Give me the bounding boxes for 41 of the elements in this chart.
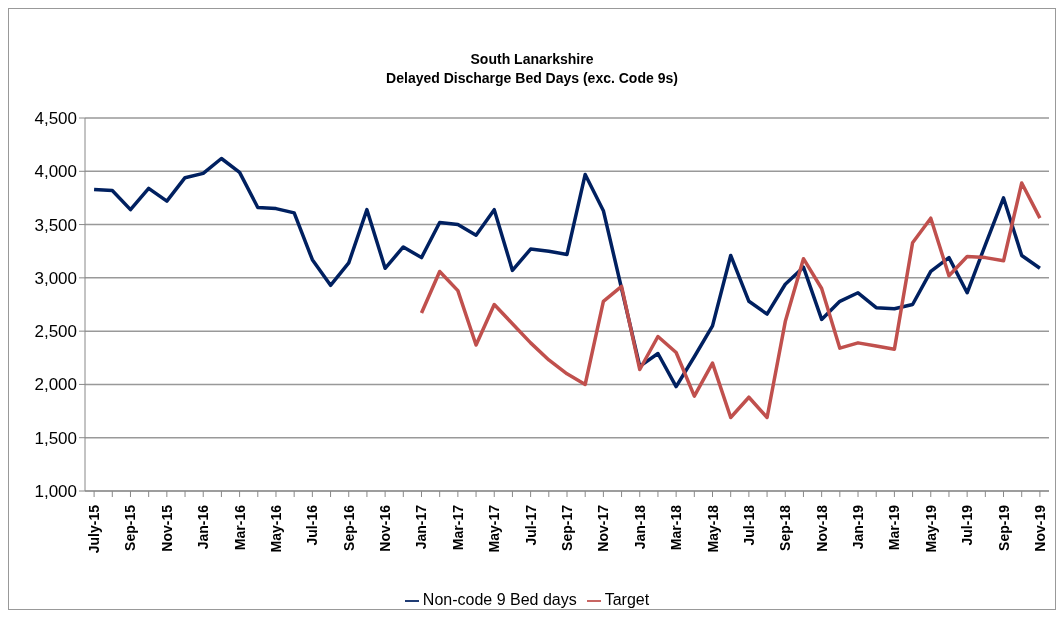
x-tick-label: Jan-19	[850, 504, 867, 550]
x-tick-label: Jul-19	[959, 504, 976, 546]
x-tick-label: Nov-19	[1031, 504, 1048, 552]
legend-label: Target	[604, 591, 650, 608]
y-tick-label: 3,000	[34, 268, 77, 288]
line-series	[92, 156, 1042, 389]
x-tick-label: Mar-16	[231, 504, 248, 551]
x-tick-label: July-15	[86, 504, 103, 554]
x-tick-label: Nov-16	[377, 504, 394, 552]
x-tick-label: Mar-18	[668, 504, 685, 551]
y-tick-label: 3,500	[34, 215, 77, 235]
chart-subtitle: Delayed Discharge Bed Days (exc. Code 9s)	[385, 69, 679, 88]
chart-title: South Lanarkshire	[469, 50, 595, 69]
x-tick-label: Jan-16	[195, 504, 212, 550]
line-series	[419, 181, 1042, 420]
x-tick-label: Jan-18	[631, 504, 648, 550]
y-tick-label: 1,000	[34, 482, 77, 502]
x-tick-label: Nov-15	[158, 504, 175, 552]
x-tick-label: Sep-19	[995, 504, 1012, 551]
y-tick-label: 2,000	[34, 375, 77, 395]
x-tick-label: May-17	[486, 504, 503, 553]
x-tick-label: Jul-18	[740, 504, 757, 546]
x-tick-label: Jul-16	[304, 504, 321, 546]
x-tick-label: May-19	[922, 504, 939, 553]
x-tick-label: May-16	[267, 504, 284, 553]
y-tick-label: 2,500	[34, 322, 77, 342]
x-tick-label: Nov-18	[813, 504, 830, 552]
y-tick-label: 4,000	[34, 162, 77, 182]
x-tick-label: Nov-17	[595, 504, 612, 552]
x-tick-label: Sep-16	[340, 504, 357, 551]
y-tick-label: 4,500	[34, 109, 77, 129]
y-tick-label: 1,500	[34, 428, 77, 448]
x-tick-label: Sep-17	[559, 504, 575, 551]
x-tick-label: Sep-18	[777, 504, 794, 551]
x-tick-label: Mar-19	[886, 504, 903, 551]
x-tick-label: Sep-15	[122, 504, 139, 551]
legend-label: Non-code 9 Bed days	[422, 591, 577, 608]
x-tick-label: Jan-17	[413, 504, 430, 550]
x-tick-label: Mar-17	[449, 504, 466, 551]
x-tick-label: May-18	[704, 504, 721, 553]
x-tick-label: Jul-17	[522, 504, 539, 546]
